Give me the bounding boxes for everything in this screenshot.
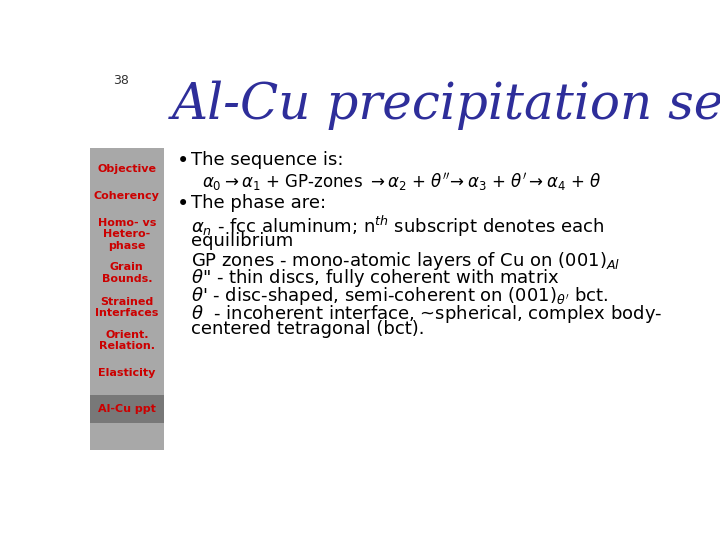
- Text: equilibrium: equilibrium: [191, 232, 293, 250]
- Text: Al-Cu ppt: Al-Cu ppt: [98, 404, 156, 414]
- Text: Coherency: Coherency: [94, 191, 160, 201]
- Text: Orient.
Relation.: Orient. Relation.: [99, 329, 155, 351]
- Bar: [90, 395, 163, 423]
- Text: $\theta$  - incoherent interface, ~spherical, complex body-: $\theta$ - incoherent interface, ~spheri…: [191, 303, 662, 325]
- Text: Al-Cu precipitation sequence: Al-Cu precipitation sequence: [171, 80, 720, 130]
- Text: $\alpha_0 \rightarrow \alpha_1$ + GP-zones $\rightarrow \alpha_2$ + $\theta''\!\: $\alpha_0 \rightarrow \alpha_1$ + GP-zon…: [202, 171, 601, 193]
- Text: The phase are:: The phase are:: [191, 194, 326, 212]
- Bar: [90, 148, 163, 450]
- Text: Homo- vs
Hetero-
phase: Homo- vs Hetero- phase: [98, 218, 156, 251]
- Text: Grain
Bounds.: Grain Bounds.: [102, 262, 152, 284]
- Text: Objective: Objective: [97, 164, 156, 174]
- Text: $\theta$" - thin discs, fully coherent with matrix: $\theta$" - thin discs, fully coherent w…: [191, 267, 559, 289]
- Text: $\theta$' - disc-shaped, semi-coherent on (001)$_{\theta'}$ bct.: $\theta$' - disc-shaped, semi-coherent o…: [191, 285, 608, 307]
- Text: The sequence is:: The sequence is:: [191, 151, 343, 169]
- Text: Strained
Interfaces: Strained Interfaces: [95, 296, 158, 318]
- Text: 38: 38: [113, 74, 129, 87]
- Text: centered tetragonal (bct).: centered tetragonal (bct).: [191, 320, 424, 339]
- Text: •: •: [177, 194, 189, 214]
- Text: •: •: [177, 151, 189, 171]
- Text: GP zones - mono-atomic layers of Cu on (001)$_{Al}$: GP zones - mono-atomic layers of Cu on (…: [191, 249, 620, 272]
- Text: Elasticity: Elasticity: [98, 368, 156, 378]
- Text: $\alpha_n$ - fcc aluminum; n$^{th}$ subscript denotes each: $\alpha_n$ - fcc aluminum; n$^{th}$ subs…: [191, 214, 604, 239]
